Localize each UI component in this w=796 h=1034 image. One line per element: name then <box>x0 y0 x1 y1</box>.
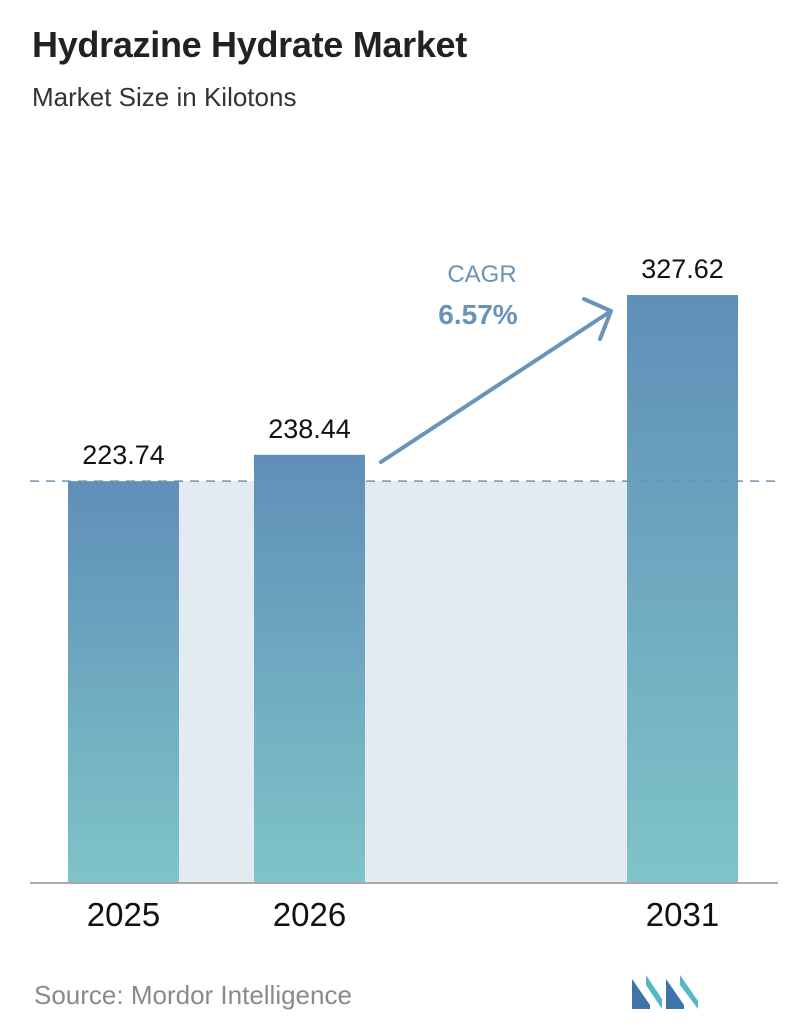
bar-2025 <box>68 481 179 882</box>
chart-subtitle: Market Size in Kilotons <box>32 82 297 112</box>
source-note: Source: Mordor Intelligence <box>34 980 352 1010</box>
data-label-2025: 223.74 <box>82 440 165 470</box>
cagr-label: CAGR <box>447 261 516 288</box>
bar-2031 <box>627 295 738 882</box>
data-label-2026: 238.44 <box>268 414 351 444</box>
bar-chart: 223.74 2025 238.44 2026 327.62 2031 CAGR 6.57… <box>30 254 780 933</box>
highlight-band <box>179 481 254 882</box>
bar-2026 <box>254 454 365 882</box>
cagr-value: 6.57% <box>438 299 517 330</box>
x-tick-label-2025: 2025 <box>87 896 160 933</box>
data-label-2031: 327.62 <box>641 254 724 284</box>
highlight-band <box>365 481 627 882</box>
mordor-intelligence-logo-icon <box>632 975 698 1009</box>
x-tick-label-2031: 2031 <box>646 896 719 933</box>
cagr-arrow-icon <box>379 311 610 464</box>
x-tick-label-2026: 2026 <box>273 896 346 933</box>
chart-title: Hydrazine Hydrate Market <box>32 24 467 65</box>
cagr-arrowhead-icon <box>582 297 613 341</box>
